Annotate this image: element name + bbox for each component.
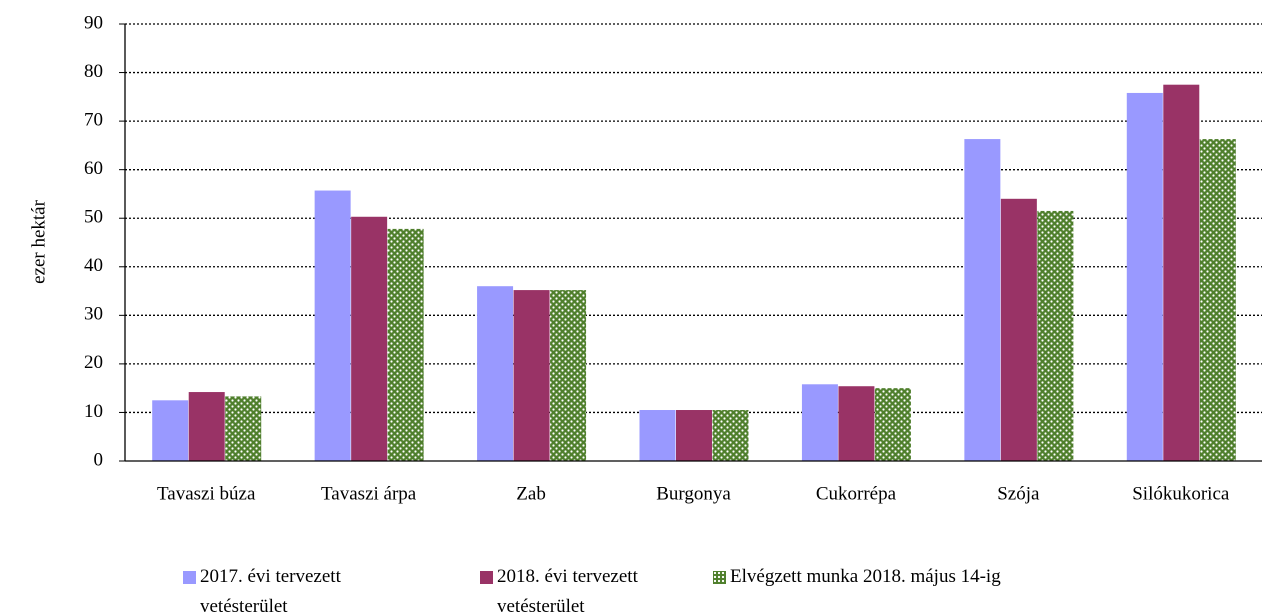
y-tick-label: 10 [84, 401, 103, 422]
x-tick-label: Zab [516, 483, 546, 504]
legend-swatch [480, 571, 493, 584]
legend-item: 2018. évi tervezett vetésterület [480, 562, 710, 613]
y-tick-label: 30 [84, 304, 103, 325]
y-tick-label: 50 [84, 207, 103, 228]
bar [152, 400, 189, 461]
x-tick-label: Cukorrépa [816, 483, 897, 504]
bar [1199, 139, 1236, 461]
x-tick-label: Burgonya [656, 483, 731, 504]
legend-item: 2017. évi tervezett vetésterület [183, 562, 413, 613]
y-tick-label: 90 [84, 12, 103, 33]
legend-swatch [183, 571, 196, 584]
bar [1000, 198, 1037, 462]
bar [838, 386, 875, 461]
legend-item: Elvégzett munka 2018. május 14-ig [713, 562, 1233, 592]
bar [550, 290, 587, 461]
bar [964, 139, 1001, 461]
y-tick-label: 40 [84, 255, 103, 276]
bar [513, 290, 550, 461]
bar [351, 216, 388, 461]
bar [188, 392, 225, 461]
legend-label: Elvégzett munka 2018. május 14-ig [730, 566, 1001, 587]
x-tick-label: Tavaszi árpa [321, 483, 417, 504]
bar [801, 384, 838, 461]
x-tick-label: Silókukorica [1132, 483, 1230, 504]
x-tick-label: Tavaszi búza [157, 483, 256, 504]
x-tick-label: Szója [997, 483, 1040, 504]
y-tick-label: 60 [84, 158, 103, 179]
y-tick-label: 0 [94, 449, 104, 470]
bar [477, 286, 514, 461]
y-tick-label: 70 [84, 109, 103, 130]
y-axis-label: ezer hektár [28, 199, 49, 284]
bar [1126, 92, 1163, 462]
bar [874, 388, 911, 461]
legend-swatch [713, 571, 726, 584]
bar [1163, 84, 1200, 461]
y-tick-label: 80 [84, 61, 103, 82]
legend-label: 2017. évi tervezett vetésterület [200, 566, 341, 613]
bar [225, 396, 262, 461]
bar [676, 410, 712, 461]
y-tick-label: 20 [84, 352, 103, 373]
bar [1037, 210, 1074, 461]
bar [639, 410, 676, 461]
bar [314, 190, 351, 461]
bar [712, 410, 749, 461]
legend-label: 2018. évi tervezett vetésterület [497, 566, 638, 613]
bar [387, 228, 424, 461]
